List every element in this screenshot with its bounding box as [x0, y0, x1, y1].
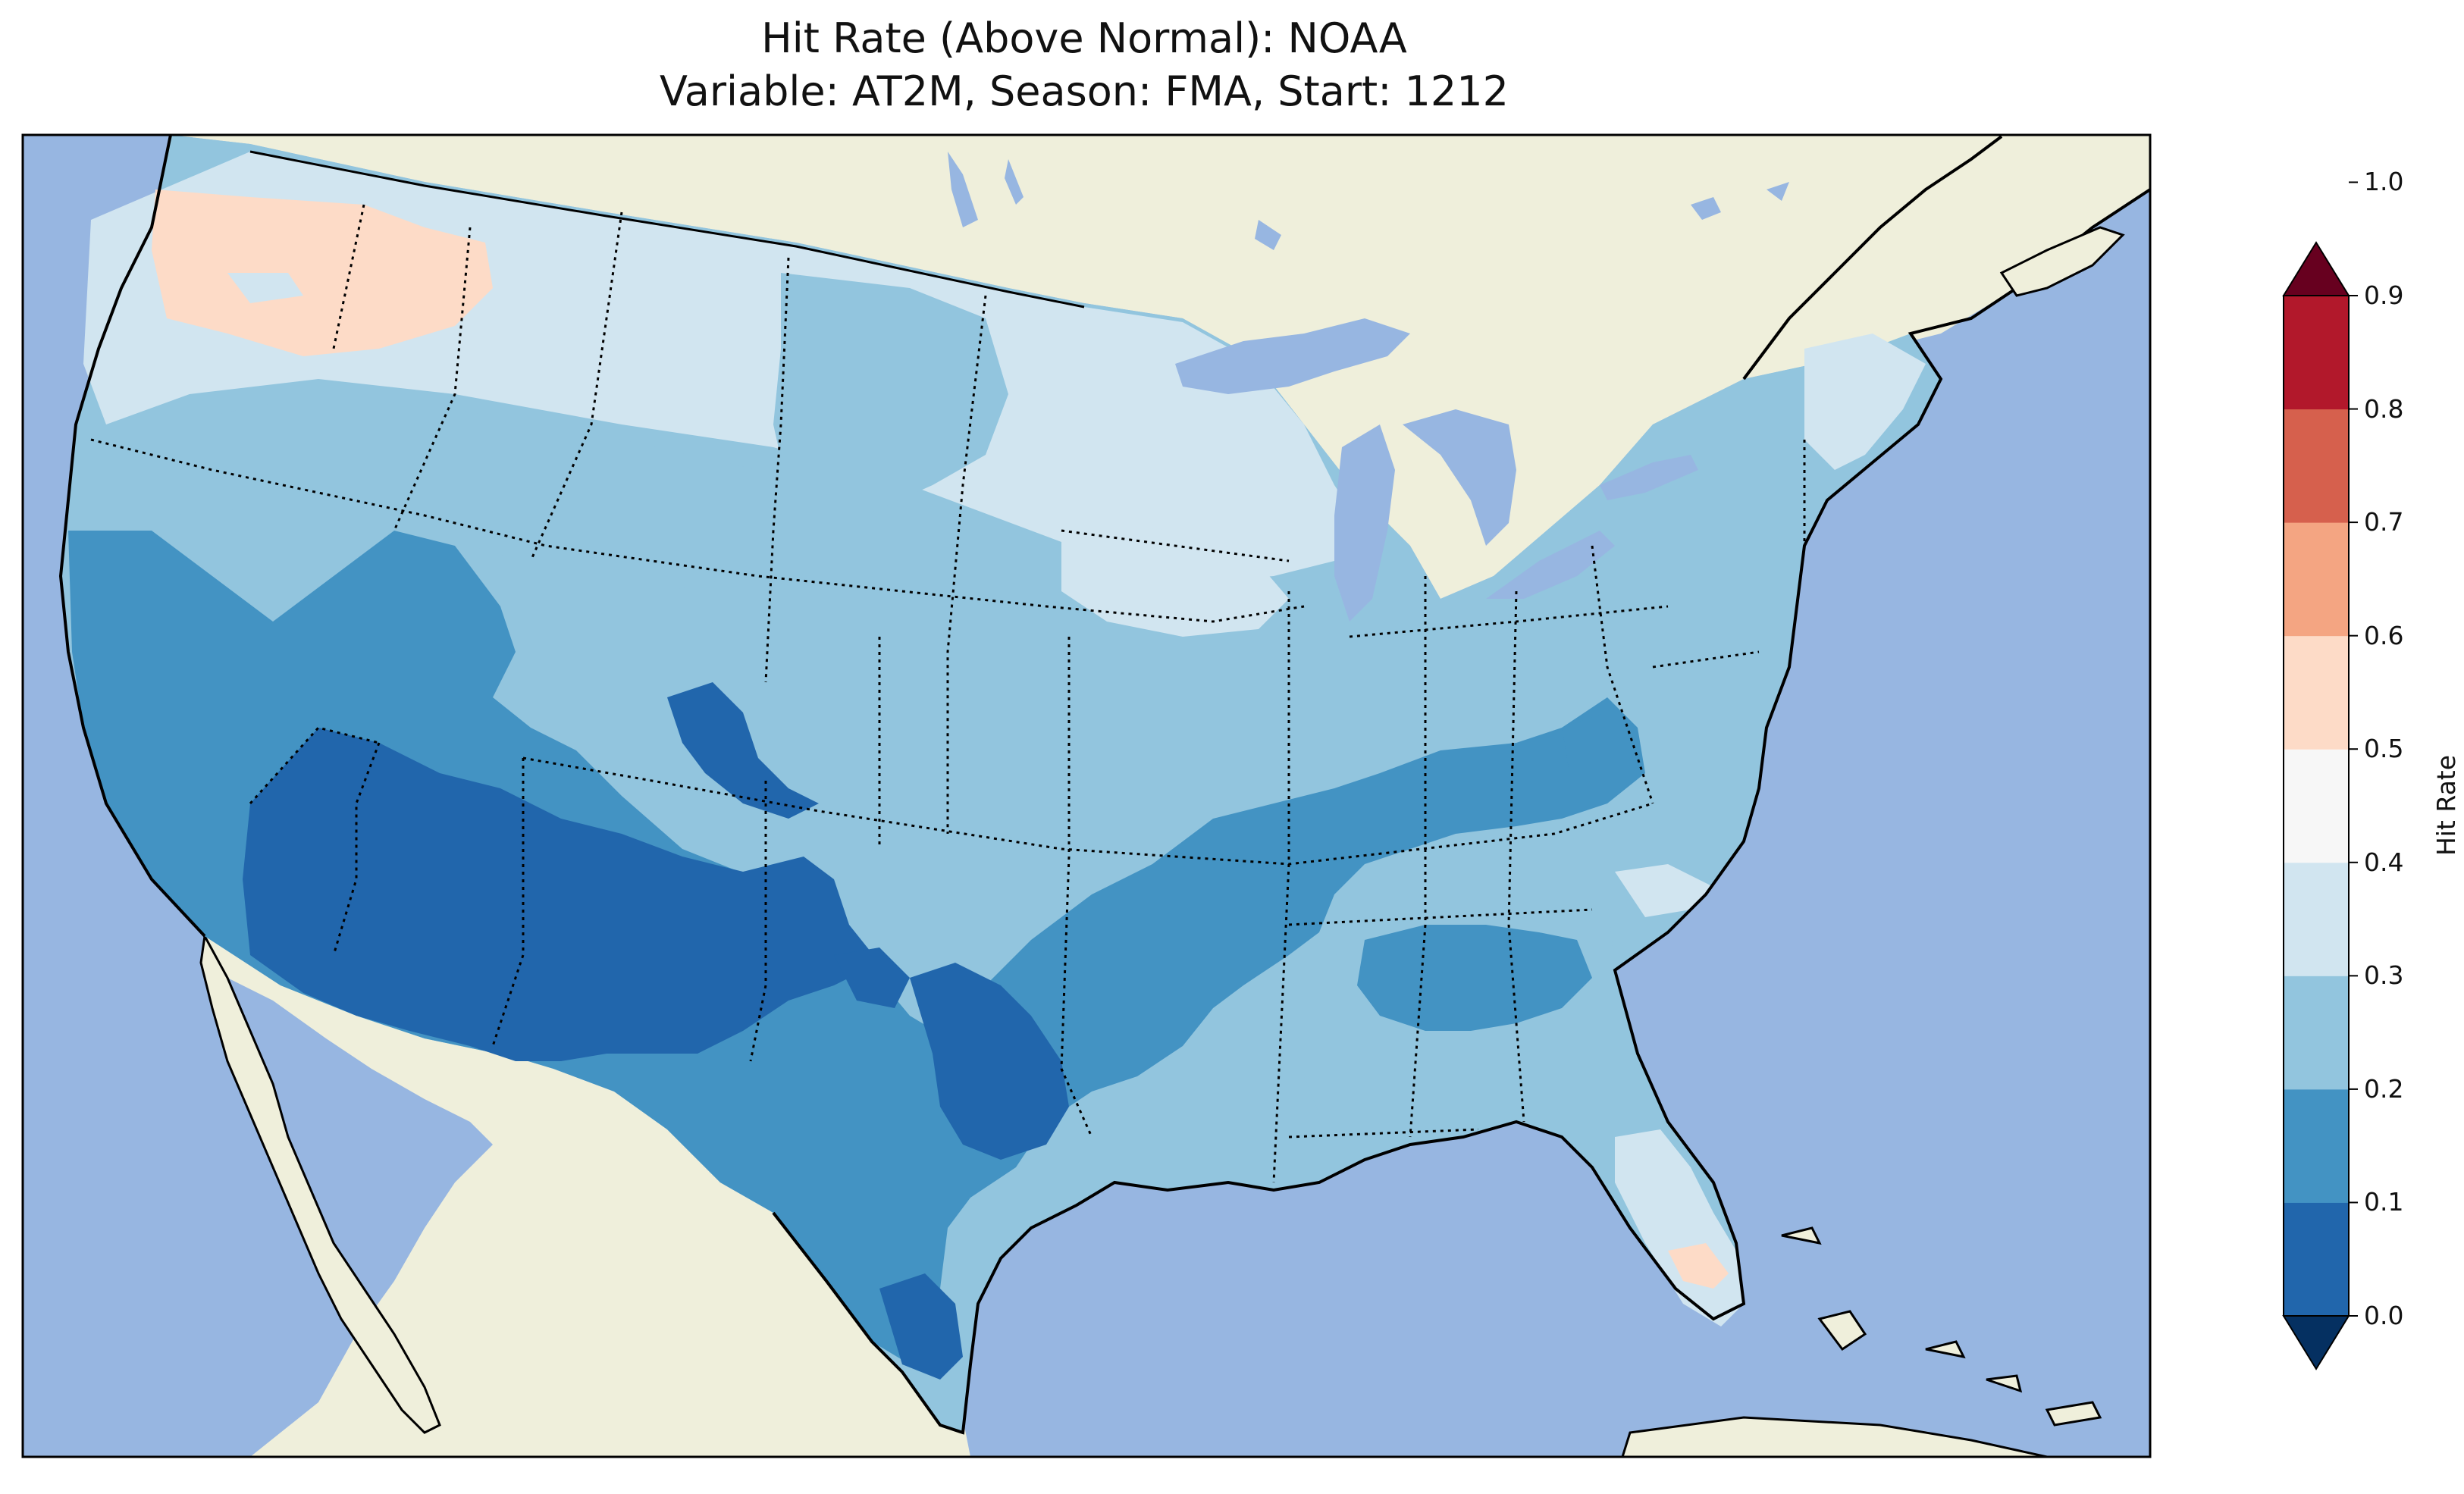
region-south-florida: [1668, 1243, 1729, 1289]
colorbar-segment: [2284, 749, 2349, 863]
canada-land: [171, 135, 2150, 599]
colorbar-tick-label: 0.0: [2364, 1301, 2404, 1330]
colorbar-segment: [2284, 976, 2349, 1090]
lake-erie: [1486, 531, 1615, 599]
region-pacific-northwest: [152, 189, 493, 356]
colorbar-segment: [2284, 862, 2349, 976]
state-borders: [90, 204, 1806, 1183]
colorbar-segment: [2284, 1088, 2349, 1203]
nova-scotia: [1999, 226, 2125, 297]
region-northern-plains: [773, 273, 1008, 531]
colorbar-tick-label: 0.3: [2364, 960, 2404, 991]
region-central-texas: [910, 963, 1069, 1160]
colorbar-tick-label: 0.7: [2364, 507, 2404, 537]
colorbar-segment: [2284, 409, 2349, 523]
lake-michigan: [1334, 424, 1395, 622]
colorbar-tick-label: 0.9: [2364, 280, 2404, 310]
colorbar-tick-label: 0.2: [2364, 1073, 2404, 1104]
region-new-england: [1804, 334, 1926, 470]
region-southwest: [243, 728, 879, 1061]
colorbar-tick-label: 0.6: [2364, 620, 2404, 650]
region-panhandle: [834, 947, 910, 1008]
colorbar-tick-label: 0.8: [2364, 393, 2404, 424]
lake-huron: [1403, 409, 1516, 546]
colorbar-tick-label: 0.5: [2364, 734, 2404, 764]
baja-peninsula: [199, 932, 441, 1434]
colorbar-tick-label: 0.1: [2364, 1187, 2404, 1217]
colorbar-extend-min: [2282, 1315, 2350, 1370]
chart-subtitle: Variable: AT2M, Season: FMA, Start: 1212: [660, 67, 1509, 115]
map-frame: [21, 133, 2152, 1458]
region-southeast-core: [1357, 925, 1592, 1031]
colorbar-segment: [2284, 522, 2349, 637]
region-south-texas: [879, 1273, 963, 1380]
coastline-canada-east: [1742, 135, 2003, 381]
lake-ontario: [1600, 455, 1698, 500]
colorbar-extend-max: [2282, 241, 2350, 296]
region-great-lakes: [1061, 523, 1289, 637]
coastline-us: [58, 135, 2150, 1435]
colorbar: [2282, 181, 2358, 1370]
region-virginia-patch: [1562, 713, 1630, 773]
colorbar-outline: [2283, 295, 2350, 1317]
lake-superior: [1175, 318, 1410, 394]
colorbar-tick-label: 1.0: [2364, 167, 2404, 197]
region-northern-plains-2: [167, 394, 773, 591]
caribbean-islands: [1781, 1226, 2102, 1427]
colorbar-tick-label: 0.4: [2364, 847, 2404, 877]
colorbar-segment: [2284, 635, 2349, 750]
region-carolina: [1615, 864, 1713, 917]
region-colorado-core: [667, 682, 819, 819]
chart-title: Hit Rate (Above Normal): NOAA: [761, 14, 1407, 62]
colorbar-segment: [2284, 1202, 2349, 1317]
colorbar-segment: [2284, 296, 2349, 410]
region-pnw-interior: [227, 273, 303, 303]
cuba-outline: [1621, 1416, 2048, 1457]
us-canada-border: [249, 150, 1085, 309]
colorbar-label: Hit Rate: [2431, 754, 2462, 857]
mexico-land: [205, 936, 970, 1457]
